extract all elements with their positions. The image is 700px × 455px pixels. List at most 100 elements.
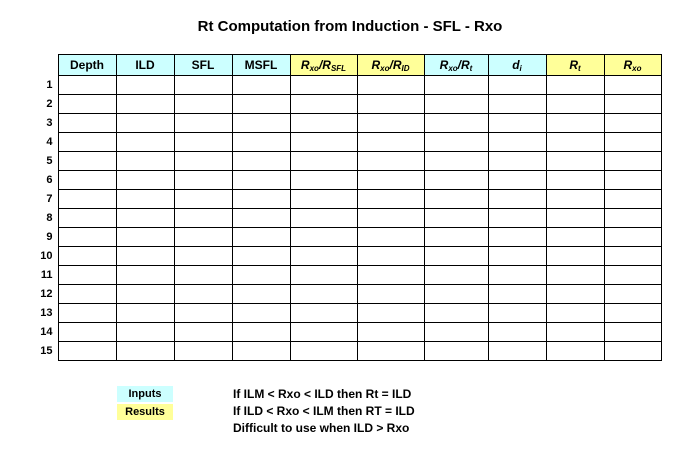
table-cell[interactable] xyxy=(603,94,662,114)
table-cell[interactable] xyxy=(545,265,605,285)
table-cell[interactable] xyxy=(487,75,547,95)
table-cell[interactable] xyxy=(173,341,233,361)
table-cell[interactable] xyxy=(173,75,233,95)
table-cell[interactable] xyxy=(603,151,662,171)
table-cell[interactable] xyxy=(487,132,547,152)
table-cell[interactable] xyxy=(423,113,489,133)
table-cell[interactable] xyxy=(173,246,233,266)
table-cell[interactable] xyxy=(57,132,117,152)
table-cell[interactable] xyxy=(173,113,233,133)
table-cell[interactable] xyxy=(57,265,117,285)
table-cell[interactable] xyxy=(115,94,175,114)
table-cell[interactable] xyxy=(289,227,358,247)
table-cell[interactable] xyxy=(231,227,291,247)
table-cell[interactable] xyxy=(289,303,358,323)
table-cell[interactable] xyxy=(115,322,175,342)
table-cell[interactable] xyxy=(289,94,358,114)
table-cell[interactable] xyxy=(231,75,291,95)
table-cell[interactable] xyxy=(173,303,233,323)
table-cell[interactable] xyxy=(356,246,425,266)
table-cell[interactable] xyxy=(289,189,358,209)
table-cell[interactable] xyxy=(356,208,425,228)
table-cell[interactable] xyxy=(57,341,117,361)
table-cell[interactable] xyxy=(545,341,605,361)
table-cell[interactable] xyxy=(173,151,233,171)
table-cell[interactable] xyxy=(356,284,425,304)
table-cell[interactable] xyxy=(115,113,175,133)
table-cell[interactable] xyxy=(115,170,175,190)
table-cell[interactable] xyxy=(423,189,489,209)
table-cell[interactable] xyxy=(423,246,489,266)
table-cell[interactable] xyxy=(603,75,662,95)
table-cell[interactable] xyxy=(356,265,425,285)
table-cell[interactable] xyxy=(545,246,605,266)
table-cell[interactable] xyxy=(231,284,291,304)
table-cell[interactable] xyxy=(356,322,425,342)
table-cell[interactable] xyxy=(356,151,425,171)
table-cell[interactable] xyxy=(115,189,175,209)
table-cell[interactable] xyxy=(545,132,605,152)
table-cell[interactable] xyxy=(545,208,605,228)
table-cell[interactable] xyxy=(545,75,605,95)
table-cell[interactable] xyxy=(545,189,605,209)
table-cell[interactable] xyxy=(423,132,489,152)
table-cell[interactable] xyxy=(231,151,291,171)
table-cell[interactable] xyxy=(231,246,291,266)
table-cell[interactable] xyxy=(57,113,117,133)
table-cell[interactable] xyxy=(289,113,358,133)
table-cell[interactable] xyxy=(173,132,233,152)
table-cell[interactable] xyxy=(603,113,662,133)
table-cell[interactable] xyxy=(356,303,425,323)
table-cell[interactable] xyxy=(487,341,547,361)
table-cell[interactable] xyxy=(603,341,662,361)
table-cell[interactable] xyxy=(115,75,175,95)
table-cell[interactable] xyxy=(487,151,547,171)
table-cell[interactable] xyxy=(545,284,605,304)
table-cell[interactable] xyxy=(356,170,425,190)
table-cell[interactable] xyxy=(545,303,605,323)
table-cell[interactable] xyxy=(423,151,489,171)
table-cell[interactable] xyxy=(231,265,291,285)
table-cell[interactable] xyxy=(57,284,117,304)
table-cell[interactable] xyxy=(57,208,117,228)
table-cell[interactable] xyxy=(423,265,489,285)
table-cell[interactable] xyxy=(423,322,489,342)
table-cell[interactable] xyxy=(545,113,605,133)
table-cell[interactable] xyxy=(289,322,358,342)
table-cell[interactable] xyxy=(545,94,605,114)
table-cell[interactable] xyxy=(115,265,175,285)
table-cell[interactable] xyxy=(115,246,175,266)
table-cell[interactable] xyxy=(603,132,662,152)
table-cell[interactable] xyxy=(603,303,662,323)
table-cell[interactable] xyxy=(173,170,233,190)
table-cell[interactable] xyxy=(231,94,291,114)
table-cell[interactable] xyxy=(545,227,605,247)
table-cell[interactable] xyxy=(487,189,547,209)
table-cell[interactable] xyxy=(356,341,425,361)
table-cell[interactable] xyxy=(487,246,547,266)
table-cell[interactable] xyxy=(356,132,425,152)
table-cell[interactable] xyxy=(57,151,117,171)
table-cell[interactable] xyxy=(231,341,291,361)
table-cell[interactable] xyxy=(231,189,291,209)
table-cell[interactable] xyxy=(115,208,175,228)
table-cell[interactable] xyxy=(173,322,233,342)
table-cell[interactable] xyxy=(603,170,662,190)
table-cell[interactable] xyxy=(231,303,291,323)
table-cell[interactable] xyxy=(487,265,547,285)
table-cell[interactable] xyxy=(289,208,358,228)
table-cell[interactable] xyxy=(603,208,662,228)
table-cell[interactable] xyxy=(57,322,117,342)
table-cell[interactable] xyxy=(289,265,358,285)
table-cell[interactable] xyxy=(57,189,117,209)
table-cell[interactable] xyxy=(231,208,291,228)
table-cell[interactable] xyxy=(487,170,547,190)
table-cell[interactable] xyxy=(289,170,358,190)
table-cell[interactable] xyxy=(603,227,662,247)
table-cell[interactable] xyxy=(423,75,489,95)
table-cell[interactable] xyxy=(423,284,489,304)
table-cell[interactable] xyxy=(289,132,358,152)
table-cell[interactable] xyxy=(289,151,358,171)
table-cell[interactable] xyxy=(423,208,489,228)
table-cell[interactable] xyxy=(115,151,175,171)
